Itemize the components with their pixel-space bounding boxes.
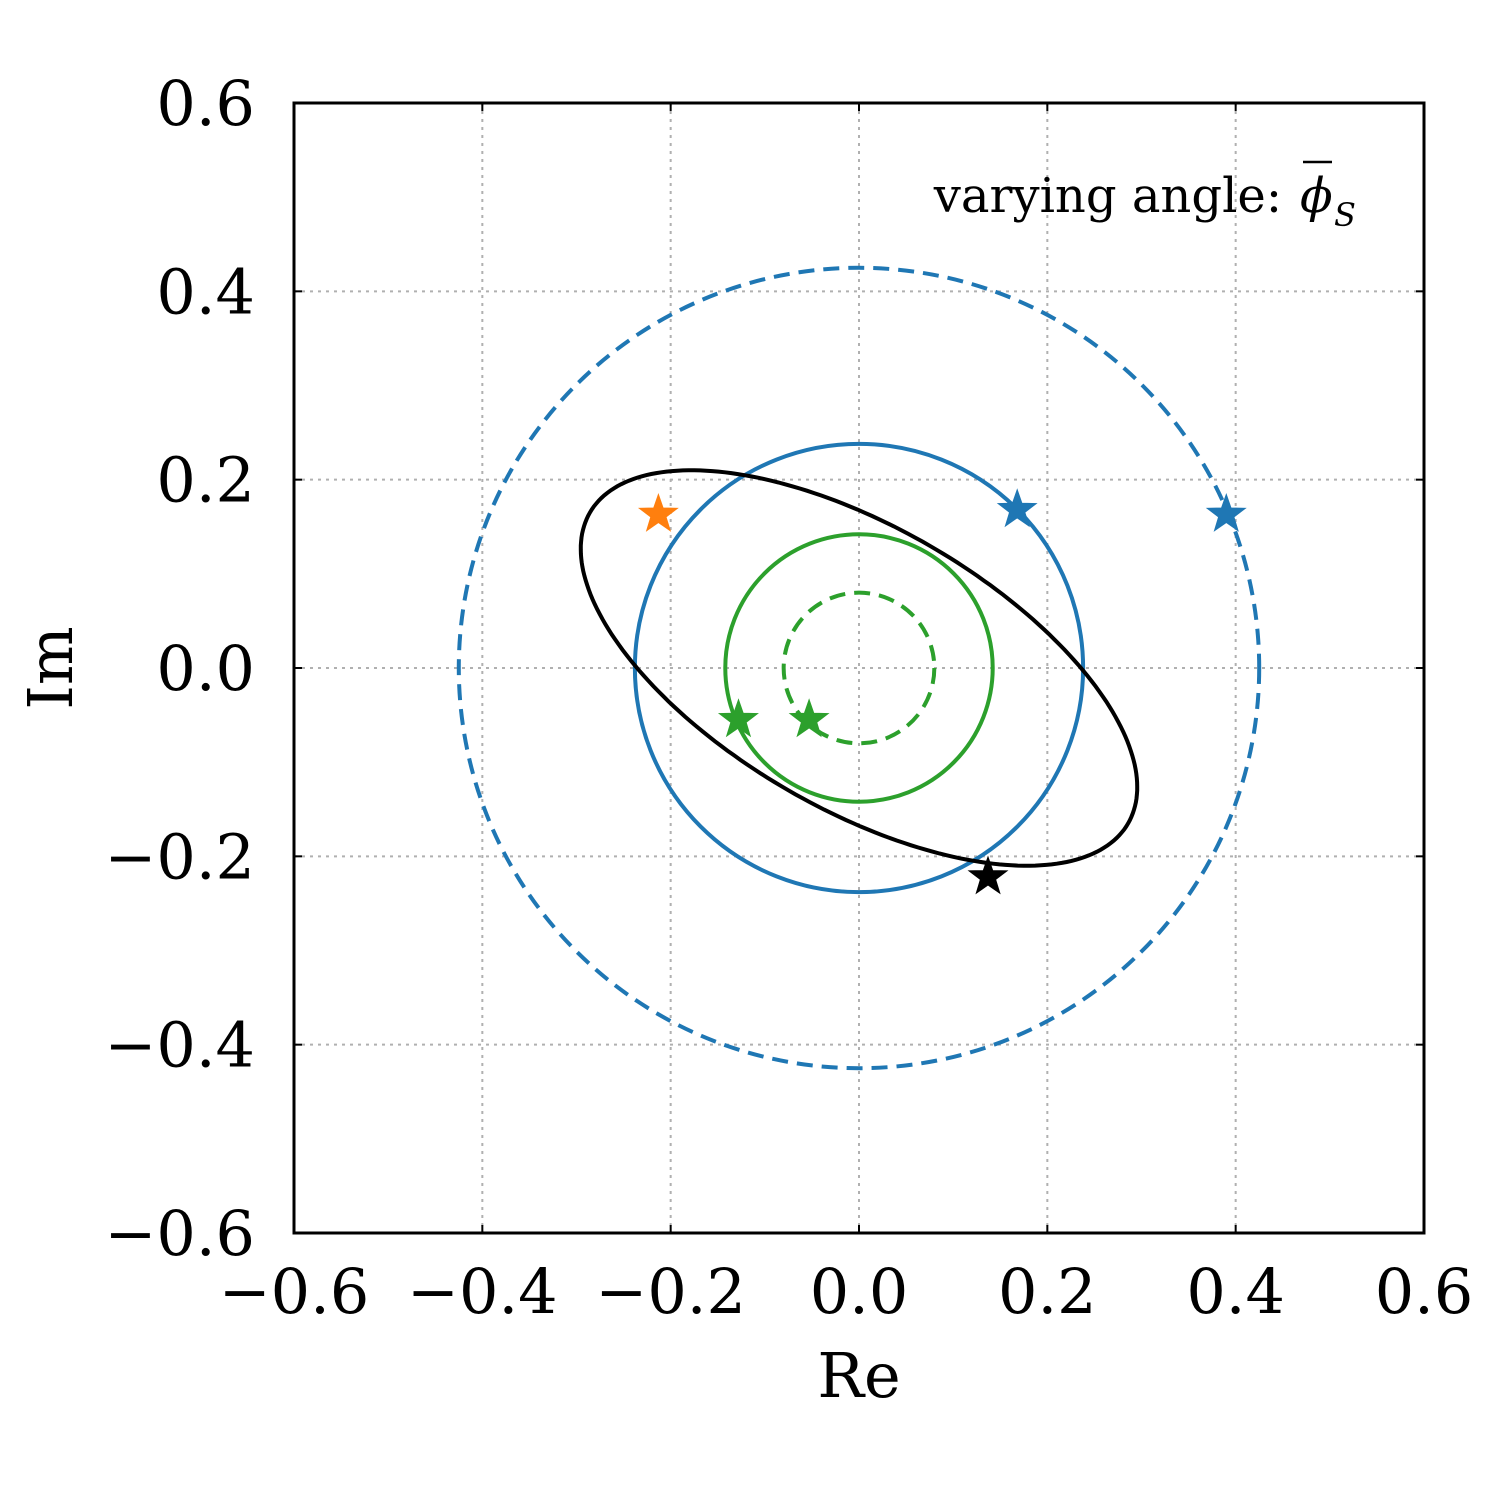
circle-curve	[781, 590, 937, 746]
y-tick-label: 0.6	[156, 67, 255, 140]
x-tick-label: 0.6	[1375, 1255, 1474, 1328]
y-tick-label: 0.2	[156, 444, 255, 517]
circle-curve	[723, 532, 995, 804]
y-tick-label: 0.4	[156, 255, 255, 328]
star-marker	[1205, 492, 1247, 532]
x-axis-label: Re	[817, 1339, 900, 1412]
star-marker	[788, 698, 830, 738]
marker-layer	[637, 488, 1247, 895]
y-tick-label: 0.0	[156, 632, 255, 705]
curve-layer	[456, 265, 1262, 1071]
grid-layer	[294, 103, 1424, 1233]
circle-curve	[456, 265, 1262, 1071]
ticklabel-layer: −0.6 −0.4 −0.2 0.0 0.2 0.4 0.6 −0.6 −0.4 −0.2 0.0 0…	[104, 67, 1473, 1328]
x-tick-label: 0.0	[810, 1255, 909, 1328]
annotation: varying angle: ϕ S	[933, 160, 1356, 234]
annotation-prefix: varying angle:	[933, 168, 1282, 224]
x-tick-label: −0.6	[219, 1255, 370, 1328]
annotation-subscript: S	[1334, 196, 1356, 234]
star-marker	[967, 855, 1009, 895]
annotation-symbol: ϕ	[1300, 168, 1333, 224]
x-tick-label: −0.4	[407, 1255, 558, 1328]
star-marker	[717, 698, 759, 738]
y-tick-label: −0.6	[104, 1197, 255, 1270]
y-axis-label: Im	[14, 626, 87, 709]
star-marker	[637, 492, 679, 532]
y-tick-label: −0.4	[104, 1009, 255, 1082]
y-tick-label: −0.2	[104, 820, 255, 893]
tick-layer	[293, 102, 1425, 1234]
x-tick-label: −0.2	[595, 1255, 746, 1328]
x-tick-label: 0.2	[998, 1255, 1097, 1328]
star-marker	[996, 488, 1038, 528]
x-tick-label: 0.4	[1186, 1255, 1285, 1328]
ellipse-curve	[578, 468, 1140, 868]
